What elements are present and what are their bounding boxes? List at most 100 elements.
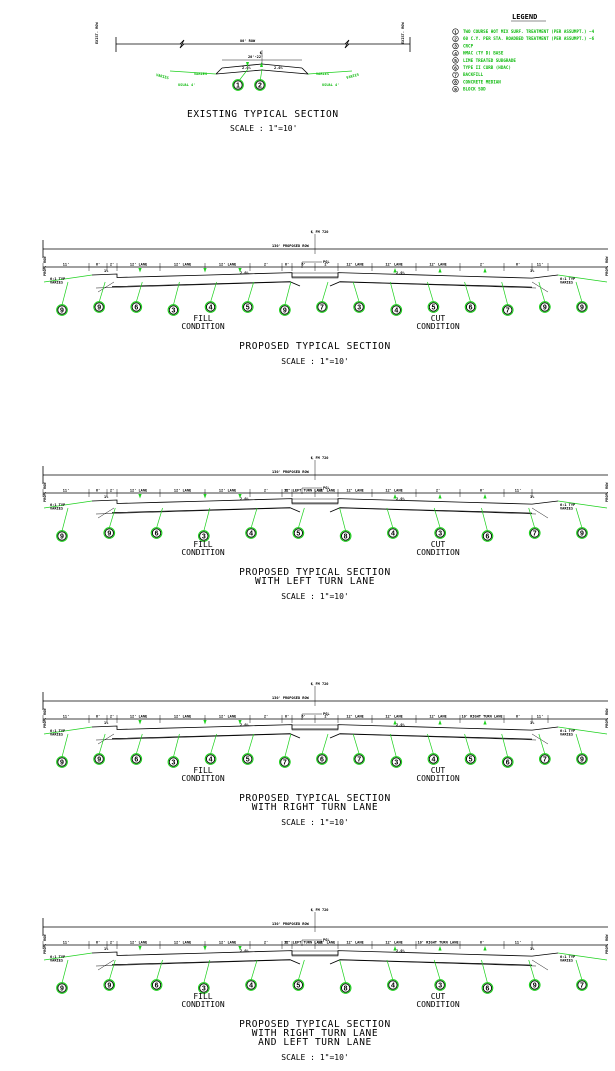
lane-direction-arrow [238,946,242,951]
section-slope-b: 2.0% [396,497,405,501]
legend-item-1: 1 TWO COURSE HOT MIX SURF. TREATMENT (PER… [452,28,595,35]
section-dim-5: 12' LANE [174,489,191,493]
lane-direction-arrow [203,268,207,273]
existing-usual-right: USUAL 4' [322,83,339,87]
section-side-slope-left: 6:1 TYP VARIES [50,955,66,963]
svg-text:5: 5 [296,531,300,538]
svg-text:9: 9 [283,308,287,315]
section-title-line-2: WITH RIGHT TURN LANE [252,1028,378,1039]
svg-text:7: 7 [320,305,324,312]
section-callout-5: 5 [464,753,477,765]
section-slope-a: 2.0% [240,497,249,501]
existing-varies-left2: VARIES [194,72,207,76]
section-prop-row-right: PROP. ROW [605,256,609,276]
svg-text:5: 5 [246,305,250,312]
section-fill-label: FILL CONDITION [181,766,225,783]
svg-text:7: 7 [454,73,457,78]
section-callout-7: 7 [353,753,365,765]
section-scale: SCALE : 1"=10' [281,1053,348,1062]
lane-direction-arrow [438,720,442,725]
section-dim-14: 6' [480,489,484,493]
section-callout-4: 4 [245,527,257,539]
section-dim-5: 12' LANE [174,263,191,267]
section-dim-2: 6' [96,489,100,493]
section-dim-13: 12' LANE [429,715,446,719]
section-dim-3: 2' [110,263,114,267]
section-dim-13: 10' RIGHT TURN LANE [417,941,458,945]
section-prop-row-right: PROP. ROW [605,482,609,502]
section-cut-label: CUT CONDITION [416,314,460,331]
section-callout-6: 6 [150,527,163,539]
lane-direction-arrow [238,494,242,499]
section-side-slope-left: 6:1 TYP VARIES [50,277,66,285]
section-callout-3: 3 [390,756,403,768]
legend-item-9-text: BLOCK SOD [463,87,486,92]
section-dim-9: 11' LEFT TURN LANE [284,941,323,945]
section-dim-2: 6' [96,263,100,267]
lane-direction-arrow [138,268,142,273]
section-dim-8: 6' [285,715,289,719]
existing-row-right: EXIST. ROW [401,22,405,44]
section-dim-11: 12' LANE [346,715,363,719]
lane-direction-arrow [203,494,207,499]
legend-item-5-text: LIME TREATED SUBGRADE [463,58,516,63]
section-prop-row-left: PROP. ROW [43,708,47,728]
lane-direction-arrow [393,946,397,951]
section-fill-label: FILL CONDITION [181,314,225,331]
svg-text:7: 7 [357,757,361,764]
section-pgl-label: PGL [323,260,330,264]
section-callout-3: 3 [434,527,447,539]
section-callout-6: 6 [130,753,143,765]
section-slope-d: 1% [530,721,535,725]
existing-row-left: EXIST. ROW [95,22,99,44]
proposed-section-4: ℄ FM 720 130' PROPOSED ROW PROP. ROW PROP. … [42,907,609,1062]
section-dim-6: 12' LANE [219,941,236,945]
existing-slope-left: 2.0% [242,66,251,70]
svg-text:5: 5 [246,757,250,764]
section-title-line-3: AND LEFT TURN LANE [258,1037,372,1048]
section-callout-9: 9 [576,753,588,765]
svg-text:9: 9 [533,983,537,990]
section-cut-label: CUT CONDITION [416,540,460,557]
section-dim-5: 12' LANE [174,941,191,945]
svg-text:4: 4 [454,51,457,56]
svg-text:7: 7 [506,308,510,315]
section-callout-7: 7 [576,979,588,991]
svg-text:3: 3 [438,531,442,538]
section-callout-9: 9 [56,530,68,542]
section-callout-9: 9 [93,753,105,765]
legend-item-1-number: 1 [452,28,459,35]
section-dim-14: 10' RIGHT TURN LANE [461,715,502,719]
svg-text:6: 6 [155,531,159,538]
section-callout-9: 9 [539,301,551,313]
section-dim-1: 11' [63,715,70,719]
legend-item-6: 6 TYPE II CURB (HDAC) [452,64,511,71]
section-dim-12: 12' LANE [385,489,402,493]
section-dim-15: 11' [515,941,522,945]
legend-item-9-number: 9 [452,86,459,93]
section-callout-9: 9 [576,527,588,539]
section-fill-label: FILL CONDITION [181,540,225,557]
section-dim-13: 12' LANE [429,263,446,267]
section-pgl-label: PGL [323,712,330,716]
section-dim-8: 6' [285,489,289,493]
section-slope-c: 1% [104,269,109,273]
svg-text:9: 9 [60,308,64,315]
section-centerline-label: ℄ FM 720 [310,229,328,234]
section-callout-6: 6 [481,530,494,542]
section-pgl-label: PGL [323,938,330,942]
svg-text:1: 1 [454,29,457,34]
section-dim-14: 2' [480,263,484,267]
section-dim-4: 12' LANE [130,489,147,493]
section-dim-15: 6' [516,715,520,719]
legend-title: LEGEND [512,13,537,21]
existing-slope-right: 2.0% [274,66,283,70]
section-callout-6: 6 [130,301,143,313]
section-callout-6: 6 [150,979,163,991]
section-dim-1: 11' [63,489,70,493]
section-dim-11: 12' LANE [346,263,363,267]
existing-callout-2: 2 [254,79,266,91]
legend-item-5-number: 5 [452,57,459,64]
section-dim-9: 11' LEFT TURN LANE [284,489,323,493]
section-callout-9: 9 [93,301,105,313]
